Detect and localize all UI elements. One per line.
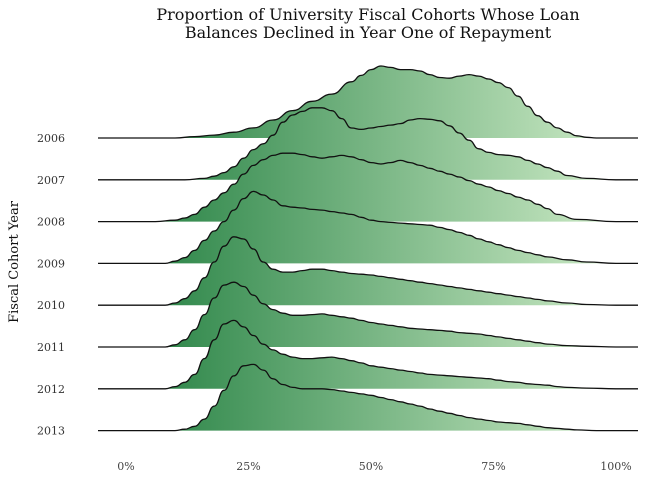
y-tick-label-2007: 2007 xyxy=(37,174,65,187)
ridge-fill-2012 xyxy=(98,320,638,389)
x-tick-label-25: 25% xyxy=(236,460,260,473)
y-tick-label-2010: 2010 xyxy=(37,299,65,312)
ridge-line-2008 xyxy=(98,152,638,223)
ridge-fill-2006 xyxy=(98,66,638,138)
x-tick-labels: 0% 25% 50% 75% 100% xyxy=(117,460,631,473)
ridge-line-2010 xyxy=(98,236,638,306)
chart-title-line-1: Proportion of University Fiscal Cohorts … xyxy=(156,5,579,24)
ridge-line-2006 xyxy=(98,65,638,139)
y-tick-label-2011: 2011 xyxy=(37,341,65,354)
ridge-fill-2013 xyxy=(98,364,638,431)
ridge-line-2013 xyxy=(97,363,638,432)
ridge-line-2011 xyxy=(97,281,638,348)
x-tick-label-100: 100% xyxy=(600,460,631,473)
ridge-2007 xyxy=(98,107,638,181)
y-tick-label-2013: 2013 xyxy=(37,425,65,438)
ridge-fill-2008 xyxy=(98,153,638,222)
y-axis-label: Fiscal Cohort Year xyxy=(7,200,22,323)
y-tick-label-2009: 2009 xyxy=(37,257,65,270)
ridge-line-2009 xyxy=(98,190,638,265)
y-tick-label-2008: 2008 xyxy=(37,216,65,229)
ridge-line-2007 xyxy=(98,107,638,181)
ridge-2012 xyxy=(97,319,638,390)
y-tick-label-2006: 2006 xyxy=(37,132,65,145)
x-tick-label-0: 0% xyxy=(117,460,134,473)
ridge-fill-2007 xyxy=(98,107,638,180)
ridge-line-2012 xyxy=(97,319,638,390)
x-tick-label-50: 50% xyxy=(359,460,383,473)
y-tick-label-2012: 2012 xyxy=(37,383,65,396)
ridge-2013 xyxy=(97,363,638,432)
ridge-2006 xyxy=(98,65,638,139)
ridge-2008 xyxy=(98,152,638,223)
ridges-group xyxy=(97,65,638,432)
y-tick-labels: 2006 2007 2008 2009 2010 2011 2012 2013 xyxy=(37,132,65,438)
x-tick-label-75: 75% xyxy=(481,460,505,473)
chart-title-line-2: Balances Declined in Year One of Repayme… xyxy=(185,23,552,42)
